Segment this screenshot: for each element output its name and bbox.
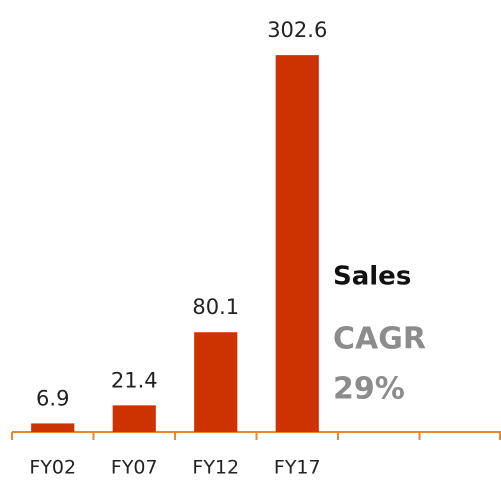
annotation: Sales (333, 262, 411, 292)
value-label: 21.4 (111, 368, 158, 392)
bar (31, 423, 75, 432)
x-tick-label: FY02 (29, 457, 76, 479)
value-label: 80.1 (192, 295, 239, 319)
annotation: 29% (333, 372, 405, 407)
bar (112, 405, 156, 432)
x-tick-label: FY07 (111, 457, 158, 479)
annotation: CAGR (333, 322, 426, 357)
value-label: 302.6 (267, 18, 327, 42)
x-tick-label: FY17 (274, 457, 321, 479)
x-tick-label: FY12 (192, 457, 239, 479)
bar (275, 55, 319, 432)
bar (194, 332, 238, 432)
value-label: 6.9 (36, 386, 69, 410)
